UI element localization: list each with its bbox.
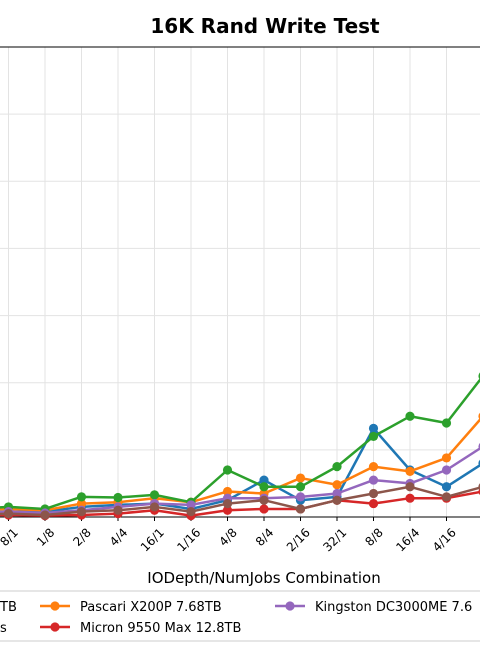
data-point <box>368 431 379 442</box>
data-point <box>76 492 87 502</box>
x-tick-label: 8/8 <box>362 525 386 549</box>
data-point <box>332 480 342 490</box>
data-point <box>259 495 269 505</box>
data-point <box>368 498 379 509</box>
legend-marker <box>285 601 295 611</box>
data-point <box>186 500 196 510</box>
legend-label: TB <box>0 600 17 615</box>
data-point <box>295 473 306 483</box>
data-point <box>3 509 14 519</box>
legend-label: Kingston DC3000ME 7.6 <box>315 600 472 615</box>
x-tick-label: 16/4 <box>393 525 422 554</box>
data-point <box>441 465 452 475</box>
x-tick-label: 16/1 <box>138 525 167 554</box>
x-tick-label: 4/8 <box>216 525 240 549</box>
data-point <box>368 488 379 499</box>
data-point <box>259 482 269 492</box>
x-tick-label: 4/4 <box>107 525 131 549</box>
x-tick-label: 32/1 <box>320 525 349 554</box>
legend-item: Pascari X200P 7.68TB <box>40 600 222 615</box>
data-point <box>295 504 306 514</box>
chart-title: 16K Rand Write Test <box>150 14 380 38</box>
data-point <box>149 490 160 500</box>
plot-frame <box>0 46 480 518</box>
data-point <box>259 475 269 485</box>
legend: TB Pascari X200P 7.68TB Kingston DC3000ME … <box>0 590 480 642</box>
data-point <box>441 453 452 463</box>
legend-marker <box>50 601 60 611</box>
legend-item: Kingston DC3000ME 7.6 <box>275 600 472 615</box>
data-point <box>368 462 379 472</box>
x-tick-label: 8/4 <box>253 525 277 549</box>
data-point <box>368 475 379 485</box>
data-point <box>259 504 269 514</box>
legend-item: Micron 9550 Max 12.8TB <box>40 621 241 636</box>
series-6 <box>0 482 480 520</box>
x-tick-label: 2/8 <box>70 525 94 549</box>
legend-item: TB <box>0 600 17 615</box>
data-point <box>40 510 50 520</box>
data-point <box>295 492 306 502</box>
data-point <box>405 493 415 503</box>
data-point <box>441 418 452 428</box>
data-point <box>222 486 233 497</box>
data-point <box>295 482 306 492</box>
data-point <box>222 498 233 509</box>
data-point <box>332 488 342 499</box>
x-tick-labels: 8/1 1/8 2/8 4/4 16/1 1/16 4/8 8/4 2/16 32/1 8/8 16/… <box>0 525 480 555</box>
data-point <box>222 465 233 475</box>
data-point <box>186 507 196 517</box>
data-point <box>441 492 452 502</box>
legend-item: s <box>0 621 7 636</box>
data-point <box>332 495 342 505</box>
data-point <box>113 492 123 503</box>
legend-marker <box>50 622 60 632</box>
data-point <box>332 462 342 472</box>
data-point <box>368 423 379 433</box>
data-point <box>405 482 415 492</box>
x-tick-label: 8/1 <box>0 525 21 549</box>
legend-box <box>0 590 480 642</box>
data-point <box>113 505 123 515</box>
legend-label: Pascari X200P 7.68TB <box>80 600 222 615</box>
data-point <box>149 502 160 512</box>
series-group <box>0 372 480 521</box>
grid <box>0 46 480 518</box>
legend-label: s <box>0 621 7 636</box>
x-tick-label: 4/16 <box>430 525 459 554</box>
x-tick-label: 2/16 <box>284 525 313 554</box>
data-point <box>76 498 87 509</box>
data-point <box>405 466 415 476</box>
data-point <box>222 505 233 515</box>
x-tick-label: 1/8 <box>34 525 58 549</box>
data-point <box>441 482 452 492</box>
data-point <box>76 507 87 517</box>
legend-label: Micron 9550 Max 12.8TB <box>80 621 241 636</box>
data-point <box>405 411 415 421</box>
x-axis-label: IODepth/NumJobs Combination <box>147 569 380 587</box>
x-tick-label: 1/16 <box>174 525 203 554</box>
x-tick-label: 8/ <box>477 525 480 544</box>
